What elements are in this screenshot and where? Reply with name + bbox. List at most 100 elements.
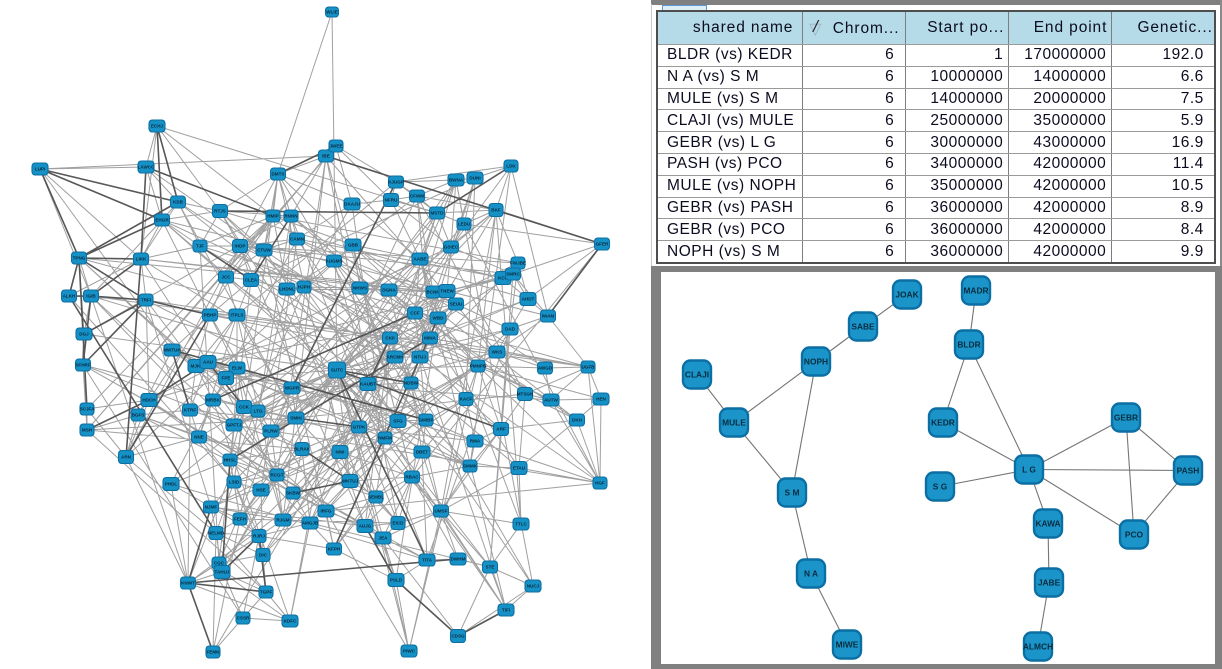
svg-text:ARN: ARN xyxy=(121,455,132,460)
svg-text:AMGJB: AMGJB xyxy=(302,521,319,526)
svg-text:WGPR: WGPR xyxy=(285,386,300,391)
svg-text:MULE: MULE xyxy=(722,417,746,427)
svg-text:NFRU: NFRU xyxy=(385,198,398,203)
svg-text:TNEW: TNEW xyxy=(440,289,454,294)
svg-text:HEN: HEN xyxy=(596,397,606,402)
svg-text:HSE: HSE xyxy=(256,488,265,493)
svg-text:DWHM: DWHM xyxy=(451,557,466,562)
svg-text:AUGMS: AUGMS xyxy=(325,259,342,264)
svg-text:IRFG: IRFG xyxy=(321,509,332,514)
svg-text:KJUGP: KJUGP xyxy=(388,180,404,185)
svg-text:NTUJ: NTUJ xyxy=(414,355,426,360)
svg-text:BWNA: BWNA xyxy=(449,178,464,183)
svg-text:WKTUJ: WKTUJ xyxy=(342,479,359,484)
svg-text:DUNI: DUNI xyxy=(469,176,480,181)
svg-text:NHWS: NHWS xyxy=(353,286,367,291)
svg-text:JEA: JEA xyxy=(379,536,389,541)
svg-text:RTJS: RTJS xyxy=(214,209,226,214)
svg-text:TITA: TITA xyxy=(422,558,433,563)
svg-text:KACF: KACF xyxy=(460,397,473,402)
svg-text:IWAM: IWAM xyxy=(542,314,555,319)
svg-text:DMTS: DMTS xyxy=(271,172,284,177)
svg-text:FEFH: FEFH xyxy=(234,517,247,522)
svg-text:SMHI: SMHI xyxy=(290,416,301,421)
svg-text:SFG: SFG xyxy=(393,419,403,424)
svg-text:BKF: BKF xyxy=(491,208,501,213)
svg-text:LHDNL: LHDNL xyxy=(279,287,295,292)
svg-text:LEDU: LEDU xyxy=(458,222,471,227)
svg-text:STE: STE xyxy=(486,565,495,570)
svg-text:SEMBL: SEMBL xyxy=(368,495,384,500)
svg-text:ELW: ELW xyxy=(232,366,243,371)
svg-text:WBD: WBD xyxy=(433,316,445,321)
svg-text:CLEA: CLEA xyxy=(245,278,258,283)
svg-text:KCR: KCR xyxy=(498,276,509,281)
svg-text:EICD: EICD xyxy=(393,521,405,526)
svg-text:CFWM: CFWM xyxy=(410,194,424,199)
svg-text:RNNN: RNNN xyxy=(284,214,298,219)
svg-text:LUPI: LUPI xyxy=(35,167,45,172)
svg-text:KAUBT: KAUBT xyxy=(360,382,376,387)
svg-text:IGIB: IGIB xyxy=(86,294,96,299)
svg-text:PCO: PCO xyxy=(1125,529,1144,539)
svg-text:SABE: SABE xyxy=(851,321,875,331)
svg-text:SCJFA: SCJFA xyxy=(80,407,95,412)
svg-text:ECHJ: ECHJ xyxy=(151,124,164,129)
svg-text:FPE: FPE xyxy=(222,376,231,381)
svg-text:SEUU: SEUU xyxy=(450,302,463,307)
svg-text:HMIP: HMIP xyxy=(267,214,278,219)
svg-text:NMFM: NMFM xyxy=(378,436,392,441)
svg-text:BLDR: BLDR xyxy=(957,339,980,349)
svg-text:AUJG: AUJG xyxy=(359,524,372,529)
svg-text:FWJBE: FWJBE xyxy=(510,261,526,266)
svg-text:UMSF: UMSF xyxy=(434,509,447,514)
svg-text:LDK: LDK xyxy=(506,164,516,169)
svg-text:KDB: KDB xyxy=(173,200,184,205)
svg-text:GBB: GBB xyxy=(348,243,359,248)
svg-text:AABE: AABE xyxy=(413,257,426,262)
svg-text:DKH: DKH xyxy=(572,418,583,423)
svg-text:TJF: TJF xyxy=(196,244,204,249)
svg-text:EHGR: EHGR xyxy=(155,218,169,223)
svg-text:BGFS: BGFS xyxy=(132,413,145,418)
svg-text:L G: L G xyxy=(1022,464,1036,474)
svg-text:DAD: DAD xyxy=(505,327,516,332)
svg-text:AUTW: AUTW xyxy=(544,398,558,403)
svg-text:SMRC: SMRC xyxy=(506,272,520,277)
svg-text:TAHUJ: TAHUJ xyxy=(215,570,230,575)
svg-text:NDBW: NDBW xyxy=(404,381,419,386)
svg-text:CKII: CKII xyxy=(385,336,394,341)
svg-text:CGC: CGC xyxy=(214,561,225,566)
svg-text:LSID: LSID xyxy=(229,480,240,485)
svg-text:MSH: MSH xyxy=(82,428,93,433)
svg-text:LAWCC: LAWCC xyxy=(138,165,156,170)
svg-text:JOAK: JOAK xyxy=(895,289,918,299)
svg-text:MSTD: MSTD xyxy=(430,211,444,216)
svg-text:KEDR: KEDR xyxy=(931,417,955,427)
svg-text:KFPH: KFPH xyxy=(328,547,341,552)
svg-text:DBET: DBET xyxy=(416,450,429,455)
svg-text:RJGM: RJGM xyxy=(276,518,289,523)
svg-text:PASH: PASH xyxy=(1177,465,1200,475)
svg-text:DIC: DIC xyxy=(259,553,268,558)
svg-text:ITPLS: ITPLS xyxy=(230,313,243,318)
svg-text:S M: S M xyxy=(785,487,800,497)
svg-text:PBHP: PBHP xyxy=(204,313,217,318)
svg-text:HHSL: HHSL xyxy=(224,458,237,463)
svg-text:TIFI: TIFI xyxy=(502,608,510,613)
svg-text:TGPF: TGPF xyxy=(260,590,272,595)
svg-text:NUCJ: NUCJ xyxy=(527,584,540,589)
svg-text:RMA: RMA xyxy=(470,439,481,444)
svg-text:FEMN: FEMN xyxy=(206,650,220,655)
svg-text:KAWA: KAWA xyxy=(1035,518,1060,528)
svg-text:CAMN: CAMN xyxy=(290,237,304,242)
svg-text:PSLD: PSLD xyxy=(390,578,403,583)
svg-text:ARF: ARF xyxy=(496,427,506,432)
svg-text:CLAJI: CLAJI xyxy=(685,369,709,379)
svg-text:RCGT: RCGT xyxy=(270,473,283,478)
svg-text:LTG: LTG xyxy=(254,409,263,414)
svg-text:IHDP: IHDP xyxy=(235,244,246,249)
svg-text:MWTUH: MWTUH xyxy=(163,348,181,353)
svg-text:TRFI: TRFI xyxy=(141,298,151,303)
svg-text:TTLC: TTLC xyxy=(515,522,527,527)
